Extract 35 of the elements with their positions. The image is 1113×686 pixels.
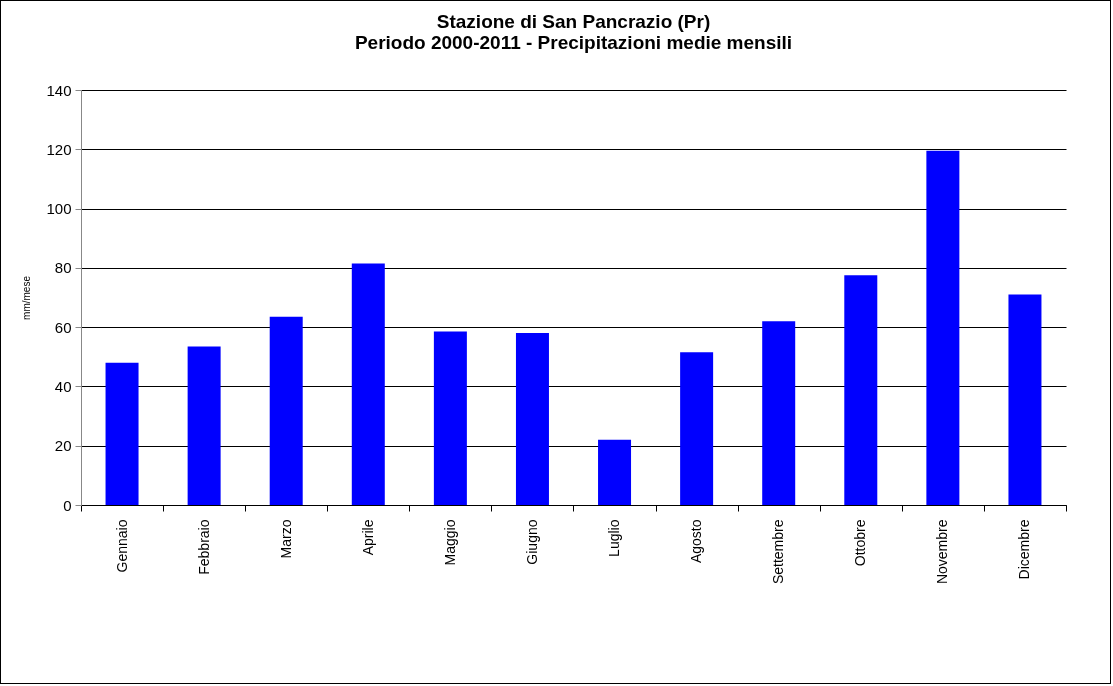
y-tick-label: 80: [54, 259, 72, 277]
y-tick-label: 100: [46, 200, 72, 218]
x-tick-label: Maggio: [441, 519, 458, 566]
bar: [187, 346, 221, 505]
bar: [680, 352, 714, 505]
y-tick-label: 140: [46, 81, 72, 99]
x-tick-label: Novembre: [934, 519, 951, 585]
x-tick-label: Settembre: [770, 519, 787, 585]
x-tick-label: Giugno: [523, 519, 540, 565]
y-tick-label: 40: [54, 377, 72, 395]
bar: [515, 333, 549, 505]
y-tick-label: 120: [46, 140, 72, 158]
x-tick-label: Luglio: [606, 519, 623, 557]
x-tick-label: Agosto: [688, 519, 705, 564]
bar: [269, 316, 303, 505]
x-tick-label: Dicembre: [1016, 519, 1033, 580]
bar: [433, 331, 467, 505]
x-tick-label: Ottobre: [852, 519, 869, 567]
x-tick-label: Febbraio: [195, 519, 212, 575]
y-tick-label: 20: [54, 437, 72, 455]
bar: [844, 275, 878, 505]
bar: [926, 150, 960, 505]
text: Stazione di San Pancrazio (Pr): [436, 11, 711, 32]
bar: [351, 263, 385, 505]
text: Periodo 2000-2011 - Precipitazioni medie mensili: [354, 32, 793, 53]
x-tick-label: Gennaio: [113, 519, 130, 573]
bar: [762, 321, 796, 505]
bar: [598, 439, 632, 505]
x-tick-label: Aprile: [359, 519, 376, 556]
y-tick-label: 0: [63, 496, 72, 514]
y-tick-label: 60: [54, 318, 72, 336]
bar: [105, 362, 139, 505]
x-tick-label: Marzo: [277, 519, 294, 559]
y-axis-title: mm/mese: [21, 275, 33, 320]
bar: [1008, 294, 1042, 505]
